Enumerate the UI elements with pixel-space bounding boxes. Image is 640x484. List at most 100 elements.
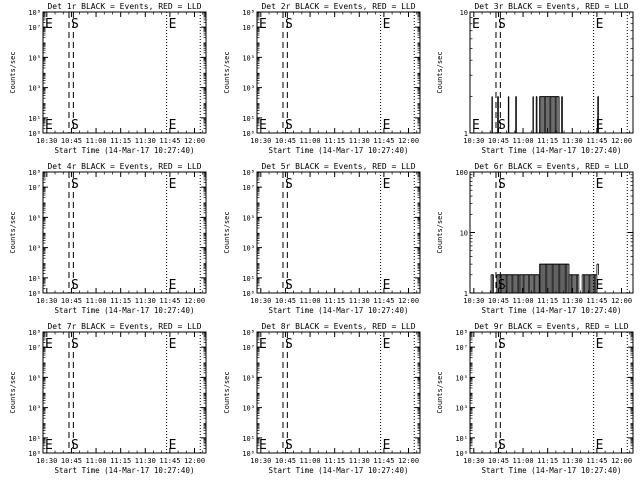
x-tick-label: 11:15	[537, 137, 558, 145]
x-tick-label: 11:00	[300, 297, 321, 305]
marker-label-bottom: S	[71, 438, 79, 453]
y-tick-label: 10	[460, 230, 468, 238]
marker-label: E	[169, 17, 177, 32]
y-tick-label: 10⁰	[242, 290, 255, 298]
panel-title: Det 2r BLACK = Events, RED = LLD	[261, 2, 415, 11]
y-axis-label: Counts/sec	[223, 371, 231, 413]
x-tick-label: 12:00	[611, 137, 632, 145]
marker-label: E	[472, 17, 480, 32]
x-tick-label: 10:30	[250, 297, 271, 305]
y-tick-label: 10⁵	[28, 214, 41, 222]
x-tick-label: 11:15	[110, 137, 131, 145]
y-tick-label: 10⁵	[242, 214, 255, 222]
y-tick-label: 10³	[242, 405, 255, 413]
x-tick-label: 11:15	[110, 297, 131, 305]
y-axis-label: Counts/sec	[223, 51, 231, 93]
x-axis-label: Start Time (14-Mar-17 10:27:40)	[55, 306, 195, 315]
panel-title: Det 1r BLACK = Events, RED = LLD	[47, 2, 201, 11]
x-tick-label: 12:00	[184, 457, 205, 465]
panel-title: Det 5r BLACK = Events, RED = LLD	[261, 162, 415, 171]
x-tick-label: 12:00	[611, 457, 632, 465]
marker-label-bottom: S	[71, 278, 79, 293]
x-tick-label: 10:30	[463, 297, 484, 305]
x-tick-label: 10:30	[250, 457, 271, 465]
marker-label: E	[169, 177, 177, 192]
x-axis-label: Start Time (14-Mar-17 10:27:40)	[55, 146, 195, 155]
marker-label-bottom: E	[596, 278, 604, 293]
x-tick-label: 10:45	[61, 297, 82, 305]
marker-label: E	[45, 17, 53, 32]
marker-label-bottom: E	[472, 118, 480, 133]
y-tick-label: 10¹	[28, 115, 41, 123]
panel-title: Det 4r BLACK = Events, RED = LLD	[47, 162, 201, 171]
y-tick-label: 10⁸	[28, 9, 41, 17]
panel-title: Det 8r BLACK = Events, RED = LLD	[261, 322, 415, 331]
y-tick-label: 10⁷	[28, 344, 41, 352]
y-tick-label: 1	[464, 290, 468, 298]
x-tick-label: 11:30	[349, 457, 370, 465]
panel-3: Det 3r BLACK = Events, RED = LLD Counts/s…	[436, 2, 634, 155]
x-tick-label: 11:00	[86, 297, 107, 305]
x-tick-label: 11:00	[513, 457, 534, 465]
marker-label: E	[383, 177, 391, 192]
x-tick-label: 11:45	[373, 137, 394, 145]
x-tick-label: 12:00	[398, 457, 419, 465]
panel-4: Det 4r BLACK = Events, RED = LLD Counts/s…	[9, 162, 207, 315]
x-tick-label: 11:15	[324, 137, 345, 145]
x-tick-label: 11:00	[86, 137, 107, 145]
x-tick-label: 10:45	[275, 137, 296, 145]
panel-title: Det 7r BLACK = Events, RED = LLD	[47, 322, 201, 331]
y-tick-label: 10⁸	[242, 329, 255, 337]
marker-label: E	[383, 337, 391, 352]
marker-label-bottom: E	[169, 118, 177, 133]
marker-label: S	[498, 177, 506, 192]
marker-label-bottom: S	[498, 438, 506, 453]
x-tick-label: 11:00	[513, 137, 534, 145]
y-tick-label: 10⁰	[28, 450, 41, 458]
y-tick-label: 10⁰	[242, 130, 255, 138]
x-tick-label: 11:30	[562, 297, 583, 305]
x-tick-label: 11:30	[135, 457, 156, 465]
y-tick-label: 10³	[455, 405, 468, 413]
y-tick-label: 10⁵	[242, 374, 255, 382]
x-tick-label: 11:15	[537, 457, 558, 465]
marker-label-bottom: S	[285, 118, 293, 133]
y-tick-label: 10³	[28, 85, 41, 93]
x-tick-label: 11:00	[300, 457, 321, 465]
x-tick-label: 12:00	[398, 137, 419, 145]
y-tick-label: 10³	[28, 405, 41, 413]
y-tick-label: 10⁰	[455, 450, 468, 458]
x-tick-label: 10:45	[275, 457, 296, 465]
y-tick-label: 10⁸	[242, 169, 255, 177]
y-tick-label: 10¹	[242, 435, 255, 443]
x-axis-label: Start Time (14-Mar-17 10:27:40)	[482, 146, 622, 155]
y-tick-label: 10⁵	[28, 374, 41, 382]
y-tick-label: 10⁵	[242, 54, 255, 62]
marker-label-bottom: E	[169, 438, 177, 453]
panel-title: Det 9r BLACK = Events, RED = LLD	[474, 322, 628, 331]
x-tick-label: 11:30	[349, 137, 370, 145]
x-tick-label: 10:45	[488, 137, 509, 145]
x-tick-label: 12:00	[184, 297, 205, 305]
marker-label-bottom: E	[45, 438, 53, 453]
x-tick-label: 11:45	[373, 297, 394, 305]
x-tick-label: 11:15	[110, 457, 131, 465]
x-axis-label: Start Time (14-Mar-17 10:27:40)	[55, 466, 195, 475]
x-tick-label: 10:45	[488, 297, 509, 305]
panel-title: Det 3r BLACK = Events, RED = LLD	[474, 2, 628, 11]
marker-label-bottom: S	[285, 278, 293, 293]
marker-label: S	[498, 337, 506, 352]
x-tick-label: 10:30	[250, 137, 271, 145]
marker-label-bottom: E	[383, 438, 391, 453]
plot-frame	[469, 331, 634, 454]
marker-label: S	[498, 17, 506, 32]
y-tick-label: 10⁷	[242, 184, 255, 192]
y-tick-label: 10¹	[28, 275, 41, 283]
x-tick-label: 11:45	[373, 457, 394, 465]
y-tick-label: 10⁰	[28, 290, 41, 298]
x-tick-label: 10:30	[36, 457, 57, 465]
y-axis-label: Counts/sec	[223, 211, 231, 253]
panel-7: Det 7r BLACK = Events, RED = LLD Counts/s…	[9, 322, 207, 475]
y-tick-label: 10⁰	[242, 450, 255, 458]
plot-frame	[256, 171, 421, 294]
